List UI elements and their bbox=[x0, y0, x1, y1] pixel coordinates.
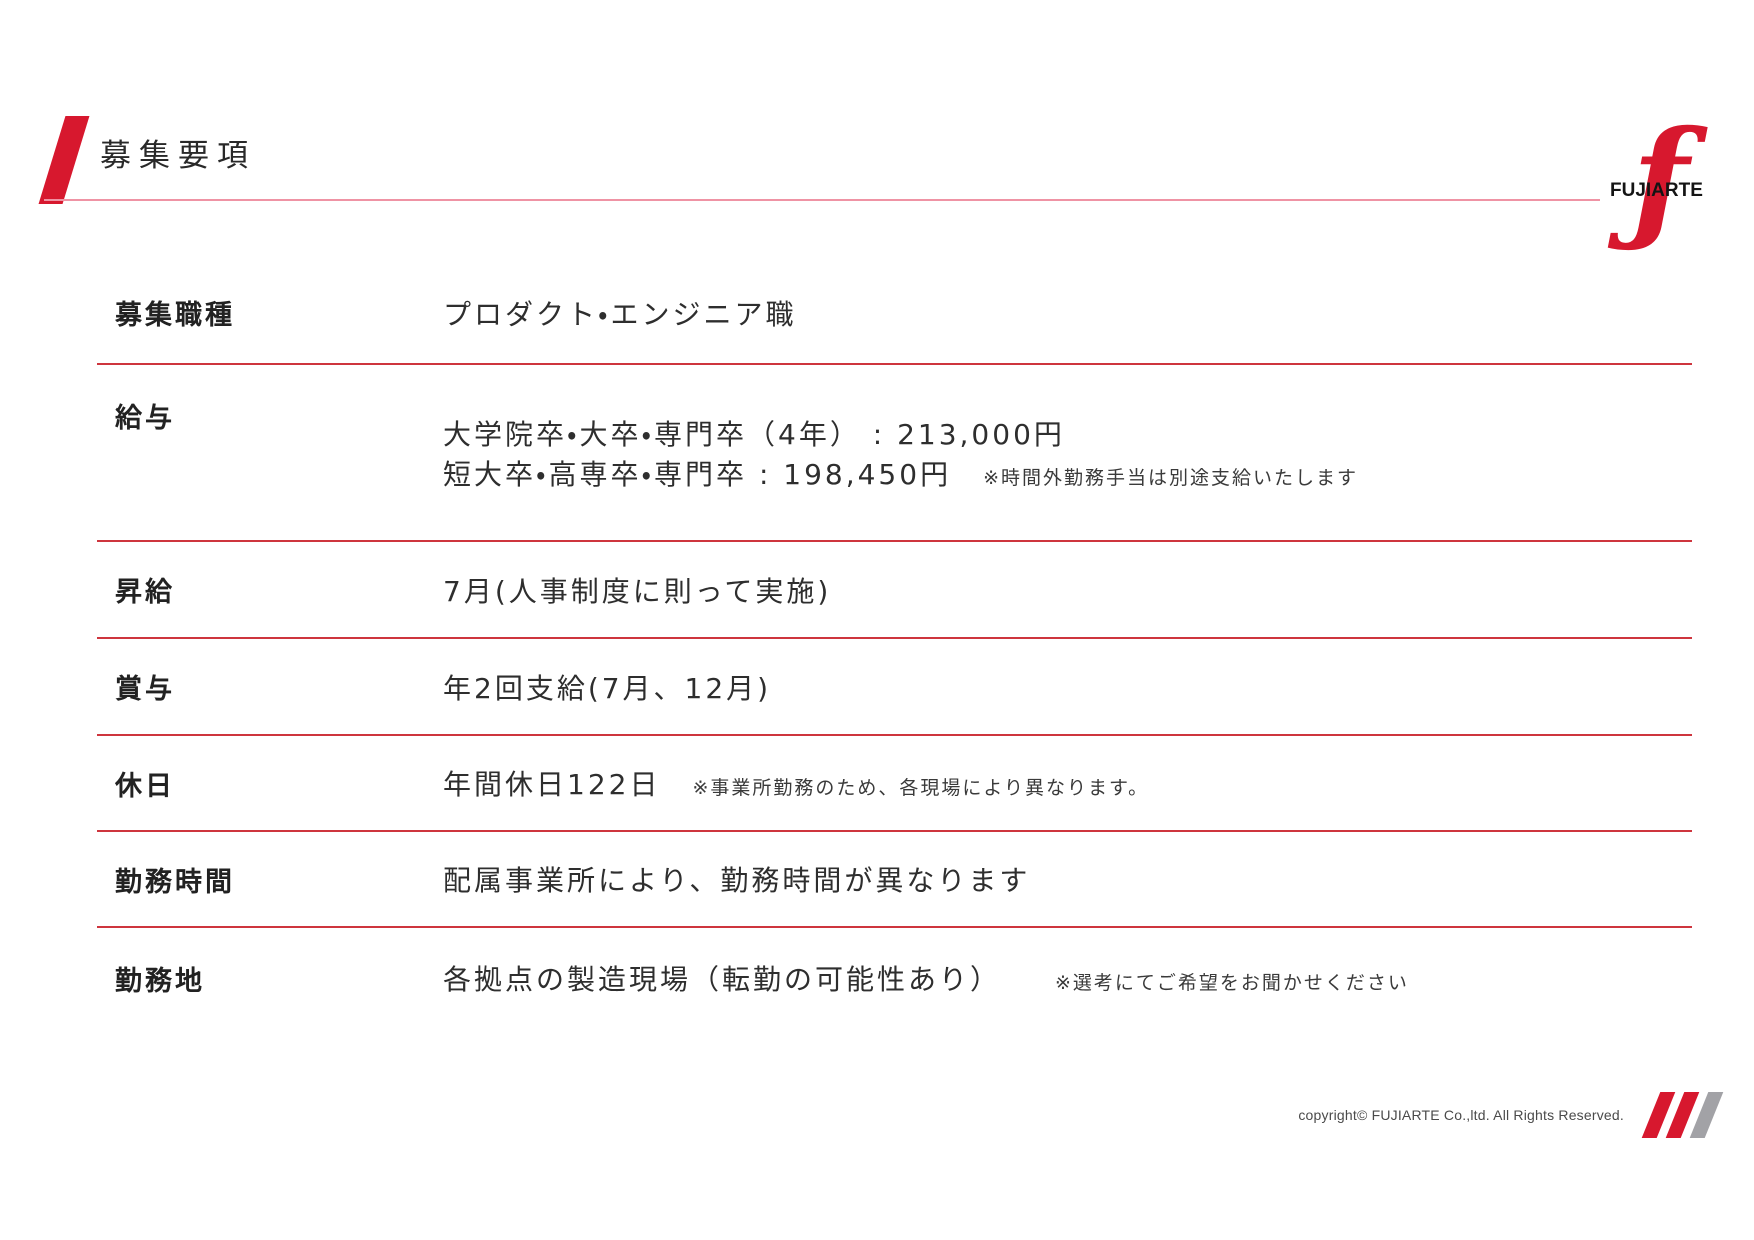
table-row-raise: 昇給 7月(人事制度に則って実施) bbox=[97, 542, 1692, 639]
value-line: 年2回支給(7月、12月) bbox=[443, 667, 1692, 707]
row-label: 休日 bbox=[115, 770, 175, 802]
value-line: 大学院卒・大卒・専門卒（4年） : 213,000円 bbox=[443, 413, 1692, 453]
row-value: 配属事業所により、勤務時間が異なります bbox=[443, 864, 1031, 897]
page-title: 募集要項 bbox=[100, 138, 256, 174]
row-label: 賞与 bbox=[115, 674, 175, 705]
row-values: 年間休日122日 ※事業所勤務のため、各現場により異なります。 bbox=[443, 736, 1692, 830]
row-value: 7月(人事制度に則って実施) bbox=[443, 574, 832, 608]
row-label: 給与 bbox=[115, 402, 175, 434]
copyright-text: copyright© FUJIARTE Co.,ltd. All Rights … bbox=[1298, 1107, 1624, 1123]
table-row-holidays: 休日 年間休日122日 ※事業所勤務のため、各現場により異なります。 bbox=[97, 736, 1692, 832]
value-line: 各拠点の製造現場（転勤の可能性あり） ※選考にてご希望をお聞かせください bbox=[443, 958, 1692, 998]
row-note: ※事業所勤務のため、各現場により異なります。 bbox=[692, 777, 1150, 799]
value-line: プロダクト・エンジニア職 bbox=[443, 293, 1692, 333]
title-underline bbox=[44, 199, 1600, 201]
row-values: 大学院卒・大卒・専門卒（4年） : 213,000円 短大卒・高専卒・専門卒 :… bbox=[443, 365, 1692, 540]
value-line: 短大卒・高専卒・専門卒 : 198,450円 ※時間外勤務手当は別途支給いたしま… bbox=[443, 453, 1692, 493]
row-values: プロダクト・エンジニア職 bbox=[443, 262, 1692, 363]
row-values: 年2回支給(7月、12月) bbox=[443, 639, 1692, 734]
row-value: 年間休日122日 bbox=[443, 768, 661, 801]
row-label: 勤務時間 bbox=[115, 866, 235, 898]
footer-slashes-decoration bbox=[1641, 1092, 1724, 1138]
row-label: 勤務地 bbox=[115, 965, 205, 997]
row-values: 7月(人事制度に則って実施) bbox=[443, 542, 1692, 637]
row-value: 年2回支給(7月、12月) bbox=[443, 671, 772, 705]
table-row-working-hours: 勤務時間 配属事業所により、勤務時間が異なります bbox=[97, 832, 1692, 928]
table-row-position: 募集職種 プロダクト・エンジニア職 bbox=[97, 262, 1692, 365]
row-value: プロダクト・エンジニア職 bbox=[443, 297, 797, 331]
value-line: 年間休日122日 ※事業所勤務のため、各現場により異なります。 bbox=[443, 763, 1692, 803]
logo-wordmark: FUJIARTE bbox=[1610, 180, 1703, 201]
fujiarte-logo: ƒ FUJIARTE bbox=[1610, 114, 1750, 258]
logo-f-icon: ƒ bbox=[1632, 102, 1689, 257]
table-row-bonus: 賞与 年2回支給(7月、12月) bbox=[97, 639, 1692, 736]
footer: copyright© FUJIARTE Co.,ltd. All Rights … bbox=[1298, 1092, 1724, 1138]
recruitment-table: 募集職種 プロダクト・エンジニア職 給与 大学院卒・大卒・専門卒（4年） : 2… bbox=[97, 262, 1692, 1028]
table-row-salary: 給与 大学院卒・大卒・専門卒（4年） : 213,000円 短大卒・高専卒・専門… bbox=[97, 365, 1692, 542]
row-values: 配属事業所により、勤務時間が異なります bbox=[443, 832, 1692, 926]
title-slash-decoration bbox=[38, 116, 90, 204]
row-values: 各拠点の製造現場（転勤の可能性あり） ※選考にてご希望をお聞かせください bbox=[443, 928, 1692, 1028]
row-value: 大学院卒・大卒・専門卒（4年） : 213,000円 bbox=[443, 417, 1065, 451]
table-row-work-location: 勤務地 各拠点の製造現場（転勤の可能性あり） ※選考にてご希望をお聞かせください bbox=[97, 928, 1692, 1028]
value-line: 7月(人事制度に則って実施) bbox=[443, 570, 1692, 610]
row-value: 各拠点の製造現場（転勤の可能性あり） bbox=[443, 963, 1002, 996]
row-note: ※選考にてご希望をお聞かせください bbox=[1055, 972, 1409, 994]
value-line: 配属事業所により、勤務時間が異なります bbox=[443, 859, 1692, 899]
row-label: 募集職種 bbox=[115, 300, 235, 331]
row-label: 昇給 bbox=[115, 577, 175, 608]
row-note: ※時間外勤務手当は別途支給いたします bbox=[983, 466, 1358, 489]
row-value: 短大卒・高専卒・専門卒 : 198,450円 bbox=[443, 457, 952, 491]
